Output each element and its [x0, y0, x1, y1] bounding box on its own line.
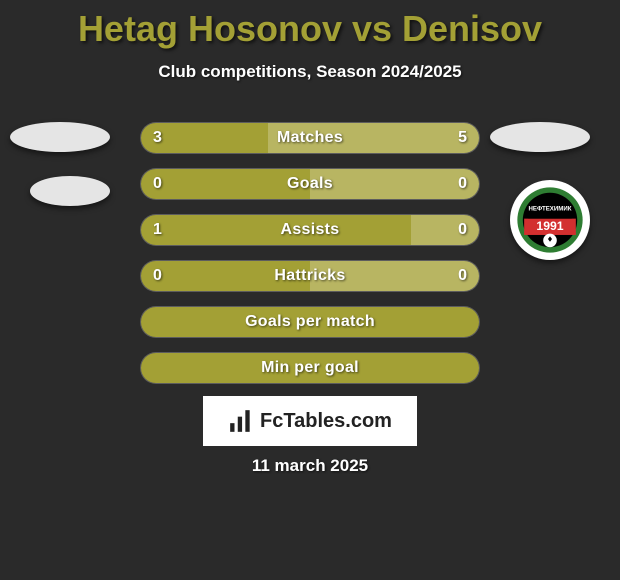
bar-chart-icon: [228, 408, 254, 434]
player-avatar-right: [490, 122, 590, 152]
avatar-placeholder-icon: [490, 122, 590, 152]
bar-row-matches: 35Matches: [140, 122, 480, 154]
bar-label: Goals: [141, 169, 479, 199]
bar-row-hattricks: 00Hattricks: [140, 260, 480, 292]
bar-label: Goals per match: [141, 307, 479, 337]
bar-row-goals: 00Goals: [140, 168, 480, 200]
avatar-placeholder-icon: [10, 122, 110, 152]
page-title: Hetag Hosonov vs Denisov: [0, 0, 620, 50]
bar-label: Matches: [141, 123, 479, 153]
club-logo-right: 1991 НЕФТЕХИМИК: [510, 180, 590, 260]
bar-label: Hattricks: [141, 261, 479, 291]
subtitle: Club competitions, Season 2024/2025: [0, 62, 620, 82]
date-label: 11 march 2025: [0, 456, 620, 476]
comparison-bars: 35Matches 00Goals 10Assists 00Hattricks Goal…: [140, 122, 480, 398]
bar-label: Assists: [141, 215, 479, 245]
fctables-logo: FcTables.com: [203, 396, 417, 446]
avatar-placeholder-icon: [30, 176, 110, 206]
svg-text:НЕФТЕХИМИК: НЕФТЕХИМИК: [529, 205, 572, 212]
club-avatar-right: 1991 НЕФТЕХИМИК: [510, 180, 590, 260]
logo-text: FcTables.com: [260, 410, 392, 433]
bar-label: Min per goal: [141, 353, 479, 383]
svg-text:1991: 1991: [536, 219, 563, 233]
player-avatar-left: [10, 122, 110, 152]
bar-row-goals-per-match: Goals per match: [140, 306, 480, 338]
club-avatar-left: [30, 176, 110, 206]
bar-row-min-per-goal: Min per goal: [140, 352, 480, 384]
shield-logo-icon: 1991 НЕФТЕХИМИК: [516, 186, 584, 254]
bar-row-assists: 10Assists: [140, 214, 480, 246]
